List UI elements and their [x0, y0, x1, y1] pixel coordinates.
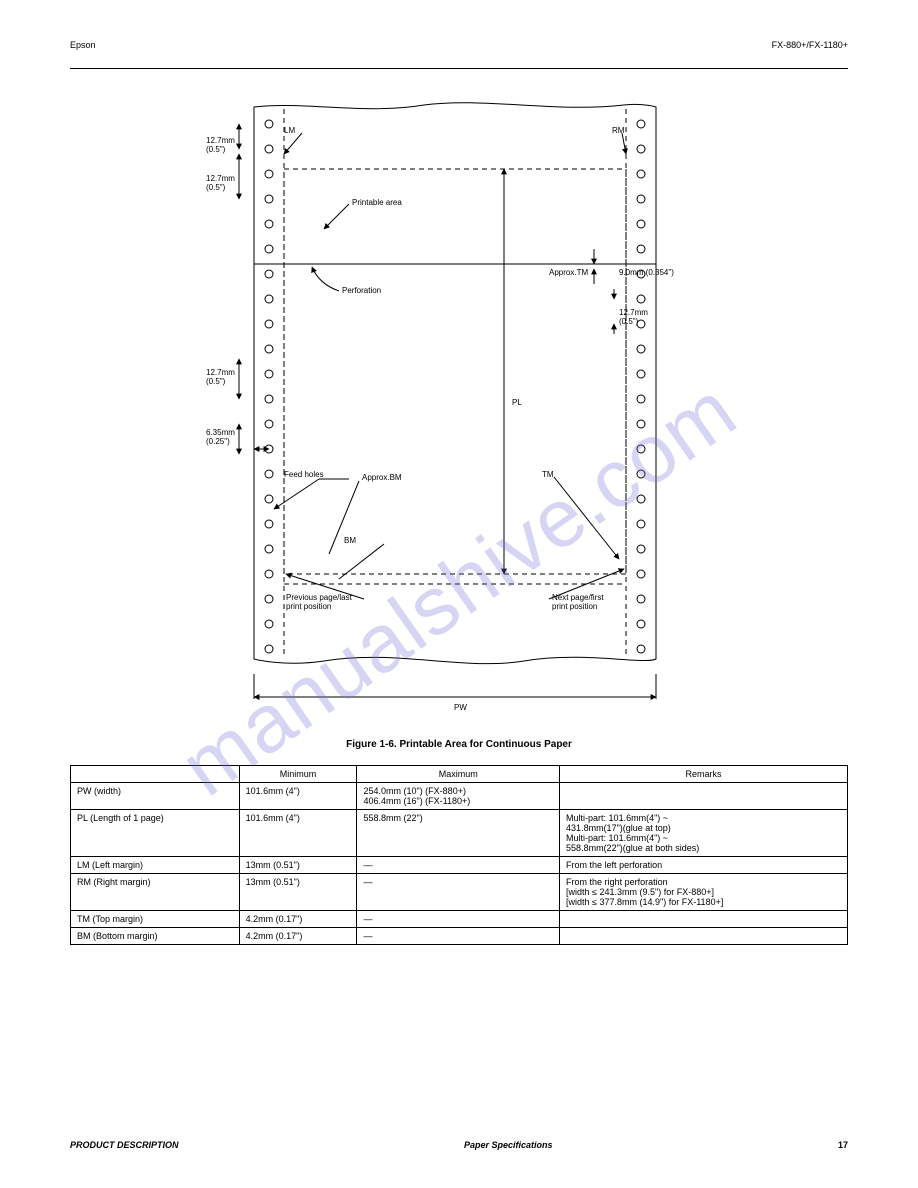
lbl-dim-a-l2: 12.7mm (0.5")	[206, 175, 235, 193]
table-row: RM (Right margin)13mm (0.51")—From the r…	[71, 874, 848, 911]
lbl-approx-tm: Approx.TM	[549, 269, 588, 278]
header-left: Epson	[70, 40, 96, 50]
footer-center: Paper Specifications	[464, 1140, 553, 1150]
lbl-prev-page: Previous page/last print position	[286, 594, 352, 612]
lbl-next-page: Next page/first print position	[552, 594, 604, 612]
lbl-dim-a-l1: 12.7mm (0.5")	[206, 137, 235, 155]
th-1: Minimum	[239, 766, 357, 783]
lbl-feed-holes: Feed holes	[284, 471, 324, 480]
lbl-dim-pitch: 12.7mm (0.5")	[206, 369, 235, 387]
lbl-pl: PL	[512, 399, 522, 408]
th-2: Maximum	[357, 766, 560, 783]
table-head: Minimum Maximum Remarks	[71, 766, 848, 783]
header-right: FX-880+/FX-1180+	[772, 40, 848, 50]
figure: LM RM Printable area Perforation Approx.…	[224, 99, 694, 729]
table-row: PL (Length of 1 page)101.6mm (4")558.8mm…	[71, 810, 848, 857]
th-3: Remarks	[560, 766, 848, 783]
spec-table: Minimum Maximum Remarks PW (width)101.6m…	[70, 765, 848, 945]
table-row: TM (Top margin)4.2mm (0.17")—	[71, 911, 848, 928]
page-footer: PRODUCT DESCRIPTION Paper Specifications…	[70, 1140, 848, 1150]
lbl-approx-bm: Approx.BM	[362, 474, 402, 483]
lbl-dim-a-top: 12.7mm (0.5")	[619, 309, 648, 327]
lbl-tm: TM	[542, 471, 554, 480]
footer-right: 17	[838, 1140, 848, 1150]
table-body: PW (width)101.6mm (4")254.0mm (10") (FX-…	[71, 783, 848, 945]
table-row: PW (width)101.6mm (4")254.0mm (10") (FX-…	[71, 783, 848, 810]
page-header: Epson FX-880+/FX-1180+	[70, 40, 848, 50]
lbl-dim-c-top: 9.0mm (0.354")	[619, 269, 674, 278]
lbl-rm: RM	[612, 127, 624, 136]
header-rule	[70, 68, 848, 69]
table-row: LM (Left margin)13mm (0.51")—From the le…	[71, 857, 848, 874]
table-row: BM (Bottom margin)4.2mm (0.17")—	[71, 928, 848, 945]
th-0	[71, 766, 240, 783]
lbl-lm: LM	[284, 127, 295, 136]
lbl-bm: BM	[344, 537, 356, 546]
diagram-svg	[224, 99, 694, 729]
lbl-perforation: Perforation	[342, 287, 381, 296]
lbl-printable: Printable area	[352, 199, 402, 208]
lbl-dim-b: 6.35mm (0.25")	[206, 429, 235, 447]
lbl-pw: PW	[454, 704, 467, 713]
footer-left: PRODUCT DESCRIPTION	[70, 1140, 179, 1150]
figure-caption: Figure 1-6. Printable Area for Continuou…	[70, 739, 848, 750]
